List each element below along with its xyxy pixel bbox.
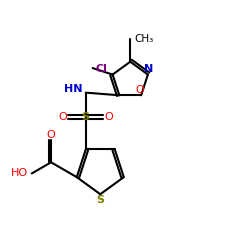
Text: O: O (104, 112, 113, 122)
Text: O: O (136, 85, 144, 95)
Text: Cl: Cl (95, 64, 107, 74)
Text: HN: HN (64, 84, 82, 94)
Text: CH₃: CH₃ (134, 34, 153, 44)
Text: O: O (59, 112, 68, 122)
Text: N: N (144, 64, 154, 74)
Text: S: S (82, 112, 90, 122)
Text: HO: HO (11, 168, 28, 178)
Text: S: S (96, 195, 104, 205)
Text: O: O (47, 130, 56, 140)
